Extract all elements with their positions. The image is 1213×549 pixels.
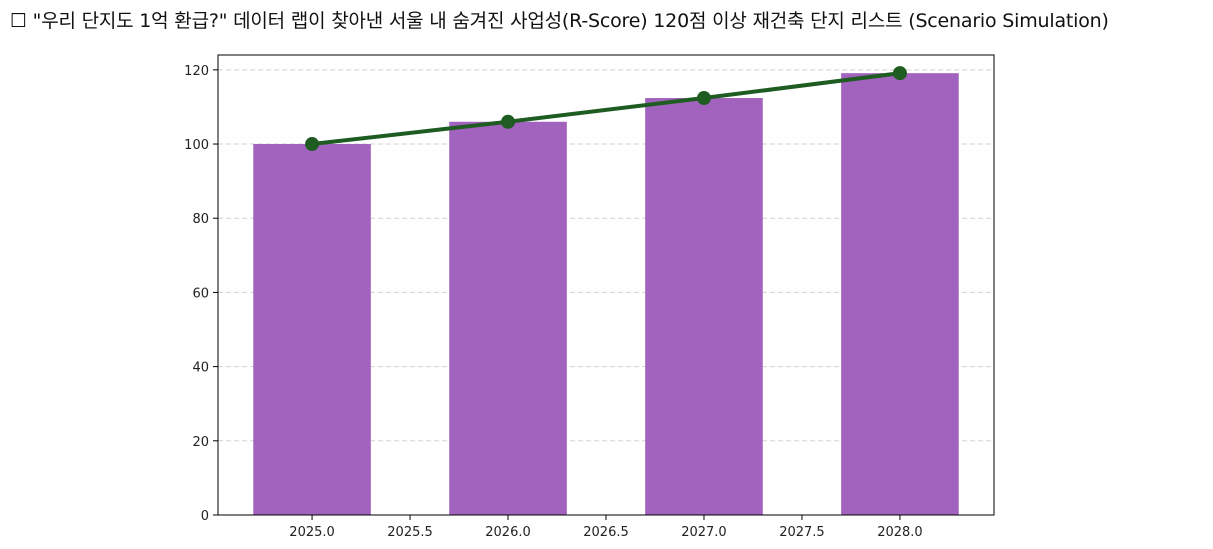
x-tick-label: 2026.5 [583,525,629,540]
data-point-marker [696,91,711,106]
x-tick-label: 2028.0 [877,525,923,540]
data-point-marker [892,66,907,81]
x-axis: 2025.0 2025.5 2026.0 2026.5 2027.0 2027.5 2028… [289,515,923,540]
data-point-marker [501,114,516,129]
x-tick-label: 2027.0 [681,525,727,540]
bar [645,98,763,515]
y-tick-label: 0 [201,509,209,524]
bar [253,144,371,515]
y-tick-label: 120 [184,64,209,79]
x-tick-label: 2027.5 [779,525,825,540]
chart-title: ☐ "우리 단지도 1억 환급?" 데이터 랩이 찾아낸 서울 내 숨겨진 사업… [10,10,1109,32]
y-tick-label: 80 [192,212,209,227]
x-tick-label: 2025.5 [387,525,433,540]
bar [449,121,567,515]
bar [841,73,959,515]
y-tick-label: 40 [192,361,209,376]
line-series [305,66,907,152]
y-axis: 0 20 40 60 80 100 120 [184,64,218,524]
trend-line [311,71,901,147]
data-point-marker [305,137,320,152]
x-tick-label: 2026.0 [485,525,531,540]
bar-series [253,73,959,515]
x-tick-label: 2025.0 [289,525,335,540]
y-tick-label: 20 [192,435,209,450]
y-tick-label: 100 [184,138,209,153]
y-tick-label: 60 [192,286,209,301]
